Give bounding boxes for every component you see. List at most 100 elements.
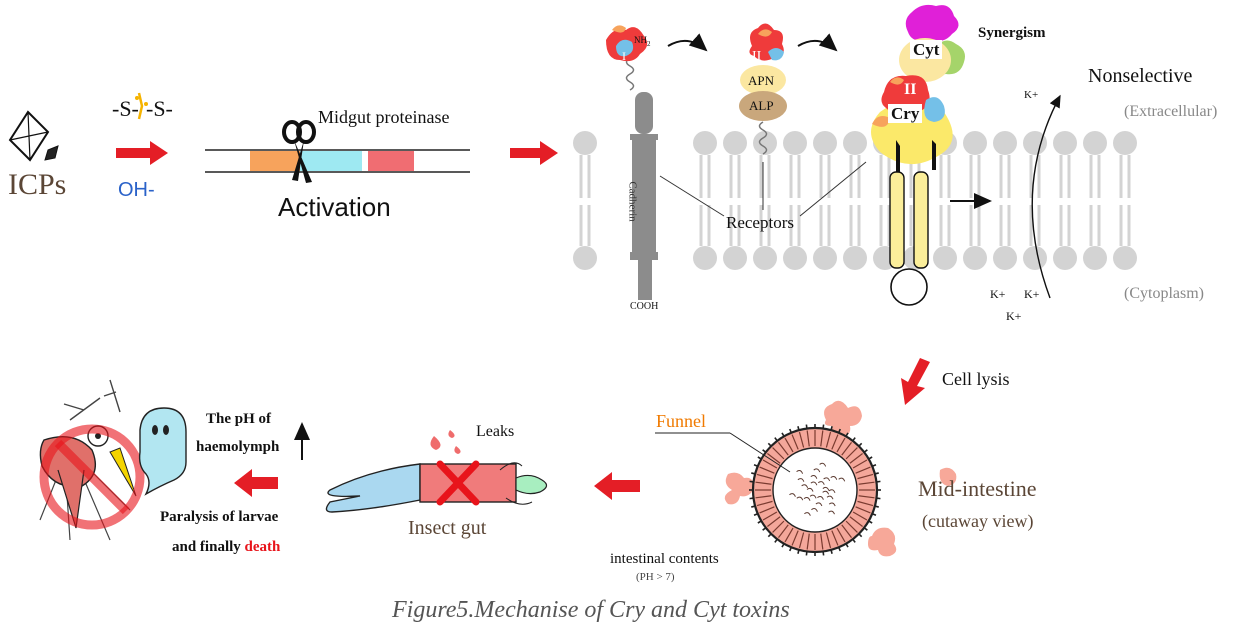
outer-spine: [852, 437, 856, 442]
insect-gut-icon: [325, 430, 548, 513]
outer-spine: [749, 497, 754, 500]
apn-alp-receptor: [739, 23, 787, 155]
red-arrow: [594, 472, 640, 500]
villus: [777, 442, 789, 456]
lipid-head: [723, 131, 747, 155]
villus: [767, 516, 781, 528]
cell-lysis-label: Cell lysis: [942, 369, 1010, 389]
outer-spine: [863, 527, 868, 531]
potassium-label: K+: [990, 287, 1006, 301]
villus: [759, 506, 775, 514]
leaks-label: Leaks: [476, 423, 515, 440]
lumen-contents: [810, 475, 818, 479]
lipid-head: [753, 246, 777, 270]
outer-spine: [753, 464, 759, 468]
domain-two-cry-label: II: [904, 81, 917, 98]
villus: [845, 447, 858, 460]
lumen-contents: [804, 512, 811, 516]
outer-spine: [753, 512, 759, 516]
outer-spine: [797, 549, 800, 554]
outer-spine: [781, 432, 785, 437]
villus: [857, 500, 874, 507]
villus: [831, 530, 839, 546]
villus: [849, 452, 863, 464]
outer-spine: [774, 437, 778, 442]
lipid-head: [693, 131, 717, 155]
lipid-head: [963, 131, 987, 155]
lipid-head: [963, 246, 987, 270]
villus: [806, 430, 810, 447]
lumen-contents: [822, 490, 830, 495]
villus: [841, 524, 853, 538]
ph-haemolymph-line1: The pH of: [206, 411, 272, 427]
crystal-icon: [8, 110, 59, 162]
lumen-contents: [823, 477, 831, 482]
lipid-head: [573, 131, 597, 155]
outer-spine: [871, 512, 877, 516]
activation-label: Activation: [278, 192, 391, 222]
cadherin-label: Cadherin: [626, 181, 639, 222]
outer-spine: [868, 456, 873, 460]
cell-membrane: [573, 131, 1137, 270]
villus: [858, 495, 875, 499]
lumen-contents: [828, 489, 836, 494]
outer-spine: [845, 432, 849, 437]
lumen-contents: [813, 468, 821, 473]
outer-spine: [757, 456, 762, 460]
lipid-head: [1113, 246, 1137, 270]
disulfide-break-icon: [135, 92, 148, 120]
lipid-head: [783, 246, 807, 270]
villus: [806, 533, 810, 550]
villus: [762, 511, 778, 521]
outer-spine: [767, 533, 772, 538]
outer-spine: [874, 472, 879, 475]
lipid-head: [1113, 131, 1137, 155]
lumen-contents: [822, 486, 830, 491]
leader-line: [659, 175, 725, 217]
outer-spine: [871, 464, 877, 468]
lipid-head: [1023, 246, 1047, 270]
nh2-label: NH2: [634, 36, 651, 48]
villus: [845, 520, 858, 533]
synergism-label: Synergism: [978, 25, 1046, 41]
ph-note-label: (PH > 7): [636, 571, 675, 583]
lumen-contents: [803, 497, 811, 501]
lipid-head: [813, 246, 837, 270]
cutaway-view-label: (cutaway view): [922, 511, 1034, 531]
villus: [784, 437, 794, 453]
paralysis-line1: Paralysis of larvae: [160, 509, 279, 525]
villus: [852, 459, 868, 469]
intestine-cross-section-icon: [724, 400, 957, 557]
villus: [825, 431, 832, 448]
domain-one-label: I: [622, 49, 626, 63]
outer-spine: [751, 472, 756, 475]
lipid-head: [693, 246, 717, 270]
outer-spine: [845, 543, 849, 548]
lumen-contents: [828, 510, 835, 515]
domain-two-label: II: [752, 49, 762, 64]
lumen-contents: [817, 481, 825, 485]
intestinal-contents-label: intestinal contents: [610, 551, 719, 567]
cytoplasm-label: (Cytoplasm): [1124, 285, 1204, 302]
lumen-contents: [810, 481, 818, 486]
potassium-label: K+: [1024, 89, 1039, 101]
lipid-head: [573, 246, 597, 270]
lipid-head: [993, 246, 1017, 270]
cyt-label: Cyt: [910, 40, 943, 59]
lumen-contents: [789, 493, 796, 497]
outer-spine: [863, 449, 868, 453]
icps-label: ICPs: [8, 168, 67, 201]
red-arrow: [116, 141, 168, 165]
villus: [772, 447, 785, 460]
villus: [855, 506, 871, 514]
potassium-label: K+: [1024, 287, 1040, 301]
outer-spine: [749, 480, 754, 483]
red-arrow: [510, 141, 558, 165]
outer-spine: [830, 549, 833, 554]
lipid-head: [1083, 131, 1107, 155]
cry-label: Cry: [888, 104, 923, 123]
lumen-contents: [838, 477, 846, 482]
outer-spine: [762, 527, 767, 531]
lumen-contents: [817, 496, 824, 500]
